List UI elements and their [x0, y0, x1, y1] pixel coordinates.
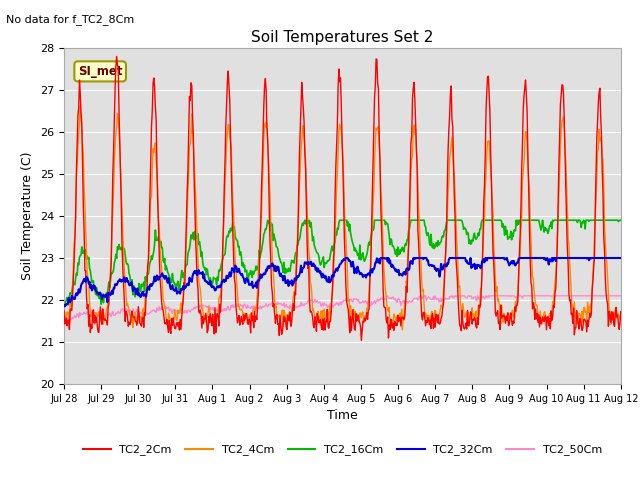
TC2_4Cm	[70, 240, 78, 246]
TC2_2Cm	[60, 308, 68, 313]
Line: TC2_4Cm: TC2_4Cm	[64, 106, 621, 330]
TC2_50Cm	[60, 315, 68, 321]
Y-axis label: Soil Temperature (C): Soil Temperature (C)	[22, 152, 35, 280]
TC2_4Cm	[214, 312, 222, 317]
TC2_4Cm	[399, 327, 406, 333]
TC2_16Cm	[61, 303, 68, 309]
TC2_32Cm	[342, 255, 349, 261]
TC2_32Cm	[71, 296, 79, 302]
TC2_16Cm	[428, 243, 436, 249]
Text: SI_met: SI_met	[78, 65, 122, 78]
TC2_50Cm	[617, 293, 625, 299]
TC2_50Cm	[214, 306, 222, 312]
TC2_2Cm	[412, 118, 419, 123]
TC2_50Cm	[412, 296, 419, 301]
TC2_4Cm	[60, 309, 68, 314]
TC2_16Cm	[60, 302, 68, 308]
TC2_16Cm	[185, 248, 193, 254]
Line: TC2_32Cm: TC2_32Cm	[64, 258, 621, 306]
TC2_4Cm	[412, 126, 419, 132]
TC2_50Cm	[185, 307, 193, 313]
TC2_16Cm	[412, 217, 419, 223]
TC2_2Cm	[428, 313, 436, 319]
TC2_2Cm	[358, 337, 365, 343]
TC2_50Cm	[67, 318, 74, 324]
TC2_32Cm	[617, 255, 625, 261]
TC2_2Cm	[113, 53, 120, 59]
TC2_4Cm	[128, 310, 136, 315]
TC2_32Cm	[428, 263, 436, 269]
TC2_32Cm	[214, 284, 222, 289]
TC2_50Cm	[428, 297, 436, 302]
X-axis label: Time: Time	[327, 409, 358, 422]
TC2_32Cm	[412, 256, 419, 262]
TC2_32Cm	[61, 303, 68, 309]
Text: No data for f_TC2_8Cm: No data for f_TC2_8Cm	[6, 14, 134, 25]
TC2_2Cm	[185, 129, 193, 134]
TC2_4Cm	[428, 309, 436, 314]
TC2_16Cm	[128, 277, 136, 283]
TC2_2Cm	[214, 314, 222, 320]
TC2_32Cm	[185, 282, 193, 288]
Legend: TC2_2Cm, TC2_4Cm, TC2_16Cm, TC2_32Cm, TC2_50Cm: TC2_2Cm, TC2_4Cm, TC2_16Cm, TC2_32Cm, TC…	[78, 440, 607, 460]
TC2_2Cm	[70, 261, 78, 267]
Title: Soil Temperatures Set 2: Soil Temperatures Set 2	[252, 30, 433, 46]
Line: TC2_2Cm: TC2_2Cm	[64, 56, 621, 340]
TC2_32Cm	[60, 302, 68, 308]
TC2_4Cm	[76, 103, 84, 108]
TC2_2Cm	[617, 309, 625, 314]
TC2_4Cm	[617, 316, 625, 322]
TC2_32Cm	[128, 283, 136, 288]
TC2_50Cm	[71, 312, 79, 318]
Line: TC2_16Cm: TC2_16Cm	[64, 220, 621, 306]
TC2_50Cm	[128, 307, 136, 313]
TC2_50Cm	[384, 293, 392, 299]
TC2_16Cm	[71, 282, 79, 288]
TC2_4Cm	[185, 172, 193, 178]
TC2_16Cm	[214, 278, 222, 284]
Line: TC2_50Cm: TC2_50Cm	[64, 296, 621, 321]
TC2_16Cm	[264, 217, 271, 223]
TC2_16Cm	[617, 217, 625, 223]
TC2_2Cm	[128, 309, 136, 314]
